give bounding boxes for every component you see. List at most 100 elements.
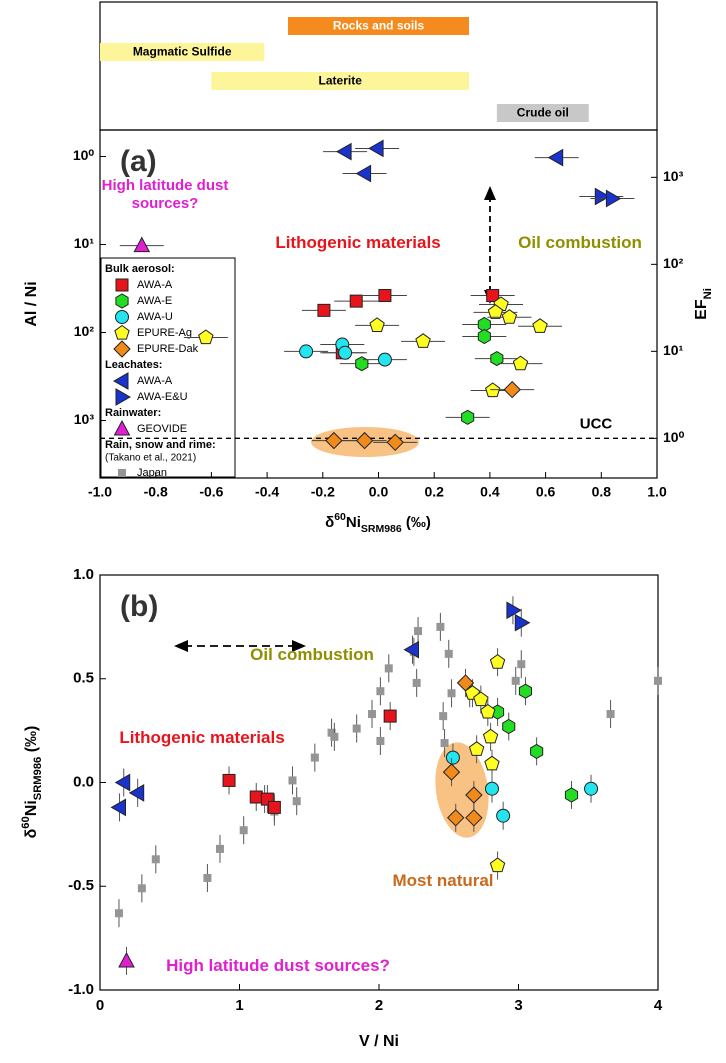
marker <box>440 739 449 748</box>
marker <box>383 709 397 723</box>
legend-header: Rainwater: <box>105 407 161 419</box>
marker <box>327 728 336 737</box>
legend-note: (Takano et al., 2021) <box>105 453 196 464</box>
panel-label: (a) <box>120 145 157 178</box>
range-label: Rocks and soils <box>333 19 425 33</box>
marker <box>368 139 384 158</box>
range-bar <box>287 17 470 35</box>
marker <box>468 741 485 756</box>
marker <box>594 187 611 206</box>
reference-label: UCC <box>580 415 613 432</box>
legend-label: GEOVIDE <box>137 423 187 435</box>
axis-title-part: Ni <box>346 514 361 531</box>
marker <box>412 678 421 687</box>
range-bar <box>211 72 470 90</box>
marker <box>530 743 544 759</box>
marker <box>355 431 374 450</box>
marker <box>114 324 130 340</box>
annotation: Oil combustion <box>518 233 642 252</box>
marker <box>113 340 131 358</box>
y2-tick-label: 10¹ <box>663 342 684 358</box>
marker <box>456 674 475 692</box>
y2-tick-label: 10² <box>663 255 684 271</box>
y-tick-label: 10³ <box>74 411 95 427</box>
panel-label: (b) <box>120 590 158 623</box>
axis-title-part: δ <box>325 514 334 531</box>
marker <box>378 289 392 303</box>
marker <box>461 409 475 425</box>
marker <box>501 309 518 324</box>
range-label: Magmatic Sulfide <box>133 45 232 59</box>
marker <box>151 855 160 864</box>
highlight-ellipse <box>435 742 489 838</box>
marker <box>368 710 377 719</box>
marker <box>465 786 483 804</box>
marker <box>473 691 489 707</box>
marker <box>442 763 461 781</box>
marker <box>110 798 126 817</box>
legend-label: Japan <box>137 467 167 479</box>
axis-title: δ60NiSRM986 (‰) <box>325 511 431 535</box>
marker <box>486 289 500 303</box>
marker <box>503 380 521 399</box>
marker <box>415 333 431 348</box>
legend-label: AWA-A <box>137 279 173 291</box>
marker <box>115 278 129 292</box>
marker <box>606 710 615 719</box>
marker <box>113 419 131 436</box>
y-tick-label: -1.0 <box>68 981 94 998</box>
axis-title-part: SRM986 <box>32 757 44 801</box>
marker <box>490 351 504 367</box>
marker <box>403 640 419 659</box>
marker <box>564 787 579 803</box>
y-tick-label: 10² <box>74 323 95 339</box>
marker <box>477 328 491 345</box>
annotation: Most natural <box>392 871 494 890</box>
y-tick-label: 10⁰ <box>73 147 95 163</box>
x-tick-label: 0.4 <box>480 484 500 500</box>
axis-title-part: Ni <box>23 800 40 816</box>
marker <box>384 664 393 673</box>
legend-label: EPURE-Dak <box>137 343 199 355</box>
marker <box>299 344 314 359</box>
marker <box>355 356 369 372</box>
marker <box>439 712 448 721</box>
x-tick-label: 0.6 <box>536 484 556 500</box>
x-tick-label: 1.0 <box>647 484 667 500</box>
axis-title-part: δ <box>23 828 40 838</box>
x-tick-label: 0.0 <box>369 484 389 500</box>
plot-frame <box>99 574 659 991</box>
marker <box>547 148 564 167</box>
marker <box>376 737 385 745</box>
axis-title: V / Ni <box>359 1033 399 1050</box>
legend-label: AWA-A <box>137 375 173 387</box>
axis-title: Al / Ni <box>23 281 40 326</box>
marker <box>517 660 526 669</box>
marker <box>377 352 392 367</box>
marker <box>330 732 339 741</box>
marker <box>133 236 151 253</box>
marker <box>115 310 129 324</box>
legend-header: Bulk aerosol: <box>105 263 175 275</box>
marker <box>514 613 531 632</box>
marker <box>502 718 516 735</box>
axis-title: δ60NiSRM986 (‰) <box>20 726 44 839</box>
axis-title: EFNi <box>693 288 714 320</box>
marker <box>114 773 131 792</box>
x-tick-label: -0.4 <box>255 484 279 500</box>
marker <box>112 372 129 390</box>
marker <box>489 653 506 669</box>
x-tick-label: 4 <box>654 997 663 1014</box>
marker <box>310 753 319 762</box>
marker <box>239 826 248 835</box>
marker <box>484 755 500 771</box>
marker <box>352 724 361 733</box>
marker <box>446 809 465 827</box>
marker <box>325 431 343 450</box>
legend-label: AWA-E&U <box>137 391 188 403</box>
axis-title-part: 60 <box>20 816 32 828</box>
marker <box>288 776 297 785</box>
marker <box>496 808 511 823</box>
marker <box>355 164 372 183</box>
